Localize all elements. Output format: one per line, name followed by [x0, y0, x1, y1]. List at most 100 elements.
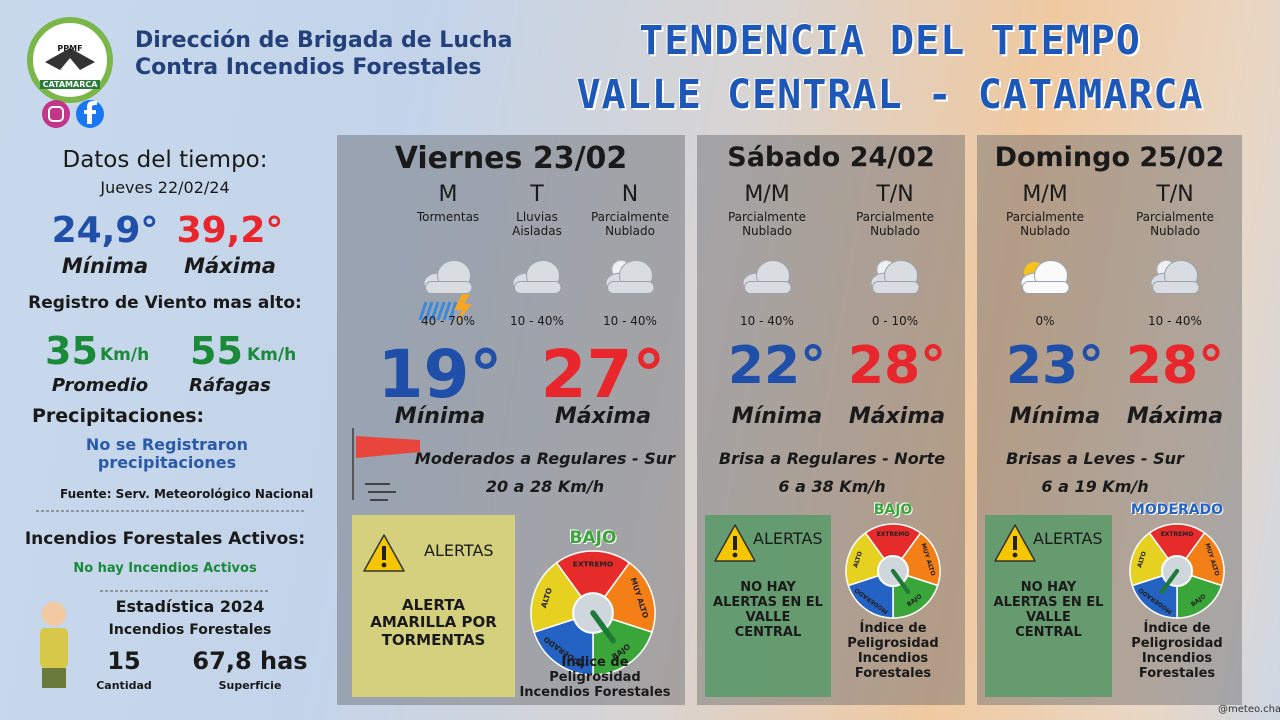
cloud-part [1022, 281, 1070, 294]
wind-desc: Brisas a Leves - Sur [1006, 449, 1184, 468]
period-desc: Lluvias Aisladas [512, 210, 562, 238]
danger-caption: Índice de Peligrosidad Incendios Foresta… [847, 621, 939, 681]
period-label: T/N [1156, 182, 1194, 207]
gauge-sector [592, 611, 653, 676]
stats-title: Estadística 2024 [115, 597, 265, 616]
period-desc: Parcialmente Nublado [1005, 210, 1085, 238]
precip-text: No se Registraron precipitaciones [85, 435, 249, 473]
warning-mark [732, 552, 738, 558]
min-label: Mínima [1009, 404, 1101, 429]
fire-area: 67,8 has [192, 647, 308, 675]
min-temp: 22° [727, 336, 827, 396]
min-label: Mínima [61, 254, 149, 278]
count-label: Cantidad [96, 679, 152, 692]
summary-date: Jueves 22/02/24 [100, 178, 230, 197]
credit: @meteo.charly [1218, 704, 1280, 715]
alert-title: ALERTAS [424, 541, 494, 560]
period-prob: 10 - 40% [1148, 314, 1202, 328]
alert-title: ALERTAS [1033, 529, 1103, 548]
gauge-needle [1159, 568, 1180, 595]
alert-title: ALERTAS [753, 529, 823, 548]
alert-text: NO HAY ALERTAS EN EL VALLE CENTRAL [993, 580, 1104, 640]
rain [436, 301, 446, 321]
cloud-icon [512, 260, 562, 294]
cloud-icon [423, 260, 473, 294]
period-prob: 40 - 70% [421, 314, 475, 328]
cloud-icon [605, 260, 655, 294]
cloud-icon [870, 260, 920, 294]
period-label: T [530, 182, 544, 207]
max-temp: 28° [847, 336, 947, 396]
main-title: TENDENCIA DEL TIEMPO [639, 18, 1141, 64]
wind-unit: Km/h [247, 345, 297, 365]
max-temp: 28° [1125, 336, 1225, 396]
alert-text: ALERTA AMARILLA POR TORMENTAS [370, 596, 497, 649]
warning-mark [381, 562, 387, 568]
gauge-sector [847, 569, 894, 619]
period-desc: Parcialmente Nublado [855, 210, 935, 238]
stats-subtitle: Incendios Forestales [108, 622, 272, 638]
lightning [454, 294, 472, 324]
gauge-needle [590, 610, 616, 644]
source: Fuente: Serv. Meteorológico Nacional [60, 487, 314, 501]
instagram-icon [42, 100, 70, 128]
max-label: Máxima [184, 254, 276, 278]
wind-gust-label: Ráfagas [189, 375, 271, 396]
org-name: Dirección de Brigada de Lucha [135, 28, 513, 53]
period-prob: 10 - 40% [740, 314, 794, 328]
max-label: Máxima [554, 404, 652, 429]
min-label: Mínima [731, 404, 823, 429]
wind-speed: 6 a 38 Km/h [778, 477, 886, 496]
org-name: Contra Incendios Forestales [135, 55, 482, 80]
fires-title: Incendios Forestales Activos: [24, 529, 306, 549]
fire-count: 15 [107, 647, 141, 675]
gauge-label: ALTO [852, 551, 864, 569]
wind-icon [365, 483, 396, 501]
alert-text: NO HAY ALERTAS EN EL VALLE CENTRAL [713, 580, 823, 640]
gauge-sector [1148, 523, 1206, 573]
cloud-part [514, 281, 562, 294]
max-temp: 27° [540, 336, 666, 413]
wind-avg-label: Promedio [51, 375, 149, 396]
gauge-sector [1131, 569, 1178, 619]
period-desc: Tormentas [416, 210, 480, 224]
rain [424, 301, 434, 321]
max-label: Máxima [848, 404, 946, 429]
cloud-icon [1020, 260, 1070, 294]
warning-mark [1012, 552, 1018, 558]
wind-title: Registro de Viento mas alto: [28, 293, 302, 313]
wind-desc: Brisa a Regulares - Norte [718, 449, 946, 468]
gauge-label: EXTREMO [877, 531, 910, 538]
main-title: VALLE CENTRAL - CATAMARCA [576, 72, 1204, 118]
wind-speed: 6 a 19 Km/h [1041, 477, 1149, 496]
warning-mark [382, 546, 386, 560]
warning-mark [1013, 536, 1017, 550]
mascot-head [42, 602, 66, 626]
instagram-glyph [48, 106, 64, 122]
logo-text: CATAMARCA [40, 80, 100, 90]
rain [442, 301, 452, 321]
wind-desc: Moderados a Regulares - Sur [414, 449, 676, 468]
period-desc: Parcialmente Nublado [727, 210, 807, 238]
danger-level: MODERADO [1130, 502, 1224, 518]
period-desc: Parcialmente Nublado [590, 210, 670, 238]
cloud-part [1152, 281, 1200, 294]
period-desc: Parcialmente Nublado [1135, 210, 1215, 238]
gauge-sector [892, 569, 939, 619]
gauge-sector [1176, 569, 1223, 619]
summary-title: Datos del tiempo: [62, 147, 268, 173]
gauge-sector [555, 550, 631, 615]
max-temp: 39,2° [176, 210, 284, 251]
rain [430, 301, 440, 321]
wind-gust: 55 [190, 329, 243, 373]
gauge-label: ALTO [1136, 551, 1148, 569]
day-name: Sábado 24/02 [727, 142, 935, 173]
precip-title: Precipitaciones: [32, 405, 205, 427]
min-label: Mínima [394, 404, 486, 429]
min-temp: 23° [1005, 336, 1105, 396]
wind-avg: 35 [45, 329, 98, 373]
period-label: M [438, 182, 458, 207]
logo-text: PPMF [57, 44, 83, 53]
fires-text: No hay Incendios Activos [73, 561, 257, 576]
